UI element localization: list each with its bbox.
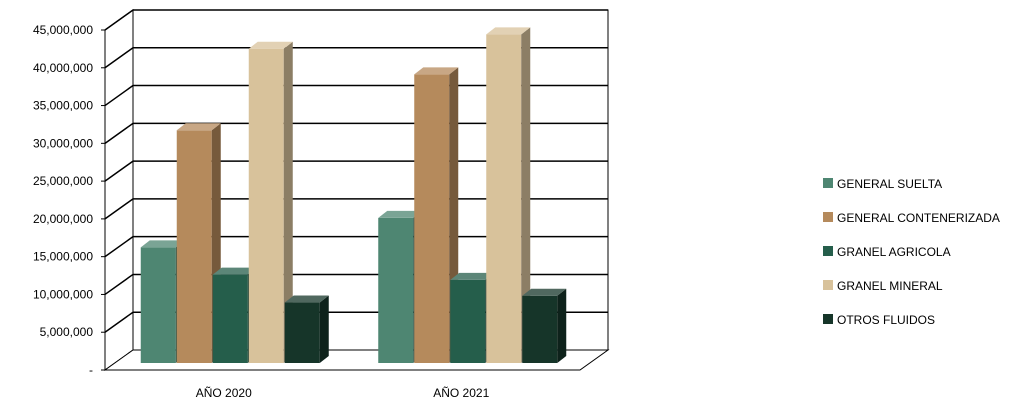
- bar: [248, 41, 293, 363]
- y-tick-label: 40,000,000: [33, 61, 93, 75]
- legend-label: GENERAL CONTENERIZADA: [837, 211, 1000, 225]
- bar-top: [212, 267, 257, 275]
- x-category-label: AÑO 2021: [433, 386, 489, 400]
- y-tick-label: 45,000,000: [33, 23, 93, 37]
- y-tick-label: 30,000,000: [33, 136, 93, 150]
- bar-front: [378, 217, 414, 363]
- bar-top: [414, 67, 459, 75]
- legend-swatch: [823, 314, 833, 324]
- y-tick-label: 10,000,000: [33, 287, 93, 301]
- gridline: [104, 47, 608, 69]
- legend-label: GRANEL AGRICOLA: [837, 245, 951, 259]
- y-tick-label: 20,000,000: [33, 212, 93, 226]
- bar: [522, 288, 567, 363]
- legend-label: OTROS FLUIDOS: [837, 313, 935, 327]
- bar-top: [522, 288, 567, 296]
- bar-front: [522, 295, 558, 363]
- bar-top: [140, 240, 185, 248]
- bar-top: [486, 27, 531, 35]
- bar-top: [176, 123, 221, 131]
- bar-top: [450, 272, 495, 280]
- bar-front: [486, 34, 522, 363]
- bar-side: [283, 41, 293, 363]
- bar-front: [414, 74, 450, 363]
- x-category-label: AÑO 2020: [196, 386, 252, 400]
- bar-front: [140, 247, 176, 363]
- bar: [486, 27, 531, 363]
- bar: [284, 295, 329, 363]
- y-tick-label: 5,000,000: [40, 325, 94, 339]
- legend-swatch: [823, 212, 833, 222]
- legend-swatch: [823, 178, 833, 188]
- legend: GENERAL SUELTA GENERAL CONTENERIZADA GRANE…: [823, 177, 1000, 327]
- legend-label: GRANEL MINERAL: [837, 279, 943, 293]
- bar-front: [176, 130, 212, 363]
- bar-front: [284, 302, 320, 363]
- bar-front: [450, 279, 486, 363]
- bar-side: [557, 288, 567, 363]
- y-axis: - 5,000,000 10,000,000 15,000,000 20,000,000…: [33, 23, 106, 377]
- bar-side: [319, 295, 329, 363]
- bar-top: [284, 295, 329, 303]
- gridline: [104, 9, 608, 31]
- y-tick-label: -: [89, 363, 93, 377]
- legend-swatch: [823, 246, 833, 256]
- bar-top: [248, 41, 293, 49]
- y-tick-label: 35,000,000: [33, 99, 93, 113]
- bar-top: [378, 210, 423, 218]
- x-axis: AÑO 2020 AÑO 2021: [196, 386, 490, 400]
- legend-swatch: [823, 280, 833, 290]
- legend-label: GENERAL SUELTA: [837, 177, 942, 191]
- bar-front: [248, 48, 284, 363]
- bars: [140, 27, 567, 364]
- y-tick-label: 15,000,000: [33, 250, 93, 264]
- bar-front: [212, 274, 248, 363]
- y-tick-label: 25,000,000: [33, 174, 93, 188]
- bar-side: [521, 27, 531, 363]
